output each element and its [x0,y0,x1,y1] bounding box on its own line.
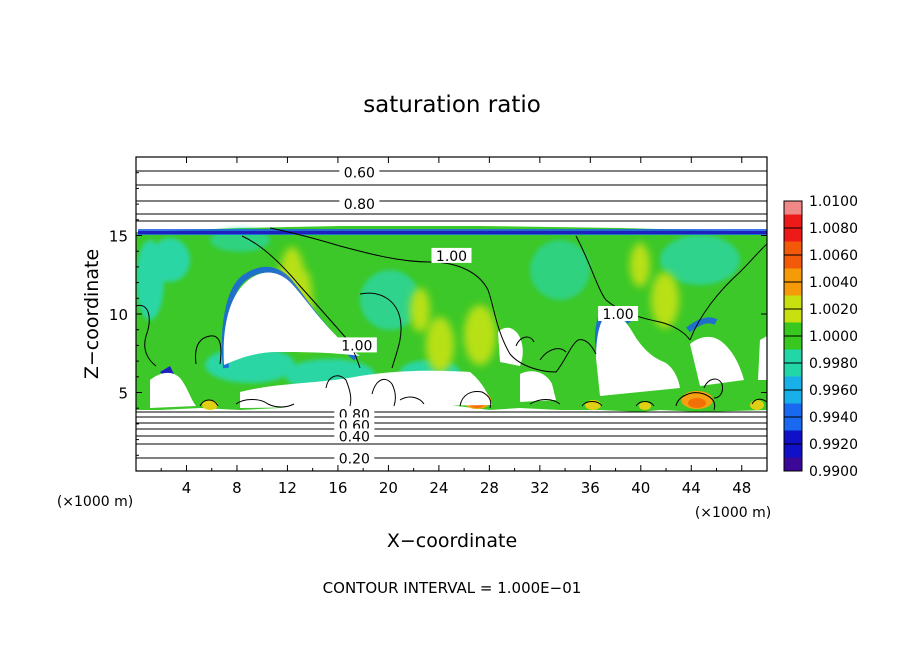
colorbar-swatch [784,241,802,256]
colorbar-swatch [784,390,802,404]
colorbar-label: 1.0040 [809,275,858,291]
colorbar-swatch [784,457,802,472]
colorbar-swatch [784,444,802,458]
colorbar-label: 0.9940 [809,410,858,426]
colorbar-swatch [784,201,802,215]
colorbar-swatch [784,403,802,418]
x-tick-label: 4 [182,479,192,497]
colorbar-label: 0.9900 [809,464,858,480]
x-tick-label: 28 [480,479,499,497]
colorbar-label: 1.0080 [809,221,858,237]
colorbar: 1.0100 1.0080 1.0060 1.0040 1.0020 1.0000 0.99… [783,194,858,480]
x-tick-label: 40 [631,479,650,497]
contour-labels: 0.600.801.001.001.000.800.600.400.20 [334,164,639,467]
x-axis-unit-left: (×1000 m) [57,494,133,510]
colorbar-swatch [784,336,802,350]
colorbar-swatch [784,430,802,445]
y-tick-label: 5 [118,385,128,403]
y-tick-label: 10 [109,306,128,324]
contour-label-bg [339,164,380,180]
colorbar-swatch [784,268,802,283]
plot-area: 0.600.801.001.001.000.800.600.400.20 [136,157,767,471]
colorbar-label: 0.9920 [809,437,858,453]
contour-label: 0.80 [344,197,375,213]
x-tick-label: 36 [581,479,600,497]
colorbar-swatch [784,255,802,269]
colorbar-swatch [784,417,802,431]
x-axis: 4 8 12 16 20 24 28 32 36 40 44 48 [160,157,751,497]
colorbar-label: 0.9960 [809,383,858,399]
contour-lines [136,170,767,459]
colorbar-swatch [784,309,802,323]
colorbar-swatch [784,228,802,242]
chart-title: saturation ratio [363,92,541,118]
x-tick-label: 12 [278,479,297,497]
colorbar-swatch [784,376,802,391]
y-tick-label: 15 [109,228,128,246]
colorbar-label: 0.9980 [809,356,858,372]
contour-label: 0.60 [344,166,375,182]
x-tick-label: 8 [232,479,242,497]
x-tick-label: 16 [328,479,347,497]
x-axis-unit-right: (×1000 m) [695,505,771,521]
colorbar-swatch [784,363,802,377]
colorbar-label: 1.0000 [809,329,858,345]
colorbar-label: 1.0060 [809,248,858,264]
y-axis-label: Z−coordinate [81,249,103,379]
contour-label: 1.00 [341,338,372,354]
y-axis: 5 10 15 [109,172,767,456]
contour-label-bg [334,450,375,466]
contour-interval-note: CONTOUR INTERVAL = 1.000E−01 [323,579,582,597]
contour-label: 0.20 [339,451,370,467]
contour-label-bg [598,306,639,321]
x-tick-label: 44 [682,479,701,497]
colorbar-swatch [784,214,802,229]
colorbar-swatch [784,282,802,296]
contour-label: 1.00 [602,307,633,323]
contour-label: 0.40 [339,429,370,445]
colorbar-swatch [784,322,802,337]
x-tick-label: 20 [379,479,398,497]
contour-label-bg [339,196,380,212]
colorbar-swatch [784,349,802,364]
x-tick-label: 24 [429,479,448,497]
contour-label-bg [336,337,377,353]
x-tick-label: 48 [732,479,751,497]
dry-regions [150,272,767,408]
contour-label-bg [334,428,375,444]
x-axis-label: X−coordinate [387,530,517,552]
colorbar-swatch [784,295,802,310]
contour-label: 1.00 [436,249,467,265]
colorbar-label: 1.0100 [809,194,858,210]
x-tick-label: 32 [530,479,549,497]
colorbar-label: 1.0020 [809,302,858,318]
contour-label-bg [431,247,472,263]
